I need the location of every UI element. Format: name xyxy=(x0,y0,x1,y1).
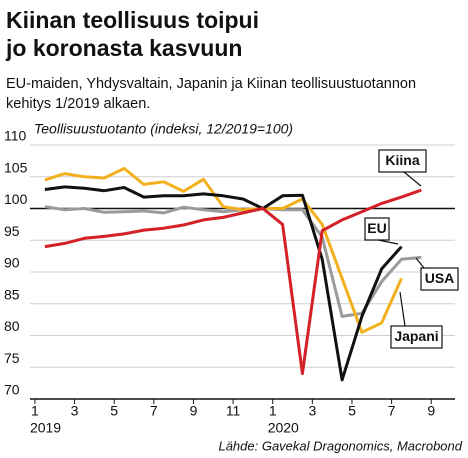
label-box xyxy=(420,267,459,291)
x-tick-label: 1 xyxy=(269,403,277,419)
year-label: 2019 xyxy=(30,420,61,436)
x-tick-label: 5 xyxy=(348,403,356,419)
subtitle: kehitys 1/2019 alkaen. xyxy=(6,96,150,112)
x-tick-label: 1 xyxy=(31,403,39,419)
y-tick-label: 90 xyxy=(4,255,20,271)
y-tick-label: 105 xyxy=(4,159,28,175)
y-tick-label: 110 xyxy=(4,128,27,144)
y-tick-label: 80 xyxy=(4,318,20,334)
source: Lähde: Gavekal Dragonomics, Macrobond xyxy=(218,438,462,453)
label-leader xyxy=(403,171,422,187)
series-line xyxy=(44,188,422,376)
series-line xyxy=(44,205,422,318)
y-tick-label: 70 xyxy=(4,382,20,398)
label-box xyxy=(364,217,390,241)
legend-label: EU xyxy=(367,220,386,236)
label-box xyxy=(378,149,427,173)
y-tick-label: 75 xyxy=(4,350,20,366)
x-tick-label: 5 xyxy=(110,403,118,419)
x-tick-label: 3 xyxy=(71,403,79,419)
label-leader xyxy=(377,239,399,245)
label-leader xyxy=(399,291,406,327)
label-leader xyxy=(415,257,425,269)
legend-label: Japani xyxy=(394,328,438,344)
year-label: 2020 xyxy=(268,420,299,436)
chart-title: Kiinan teollisuus toipui xyxy=(6,7,259,33)
chart-title: jo koronasta kasvuun xyxy=(5,35,242,61)
legend-label: USA xyxy=(425,270,455,286)
y-tick-label: 85 xyxy=(4,286,20,302)
legend-label: Kiina xyxy=(385,152,419,168)
x-tick-label: 3 xyxy=(308,403,316,419)
y-axis-label: Teollisuustuotanto (indeksi, 12/2019=100… xyxy=(34,121,293,137)
label-box xyxy=(390,325,443,349)
x-tick-label: 7 xyxy=(388,403,396,419)
y-tick-label: 95 xyxy=(4,223,20,239)
x-tick-label: 7 xyxy=(150,403,158,419)
x-tick-label: 11 xyxy=(226,403,241,419)
series-line xyxy=(44,185,403,382)
series-line xyxy=(44,167,403,334)
y-tick-label: 100 xyxy=(4,191,28,207)
x-tick-label: 9 xyxy=(427,403,435,419)
subtitle: EU-maiden, Yhdysvaltain, Japanin ja Kiin… xyxy=(6,76,416,92)
x-tick-label: 9 xyxy=(190,403,198,419)
